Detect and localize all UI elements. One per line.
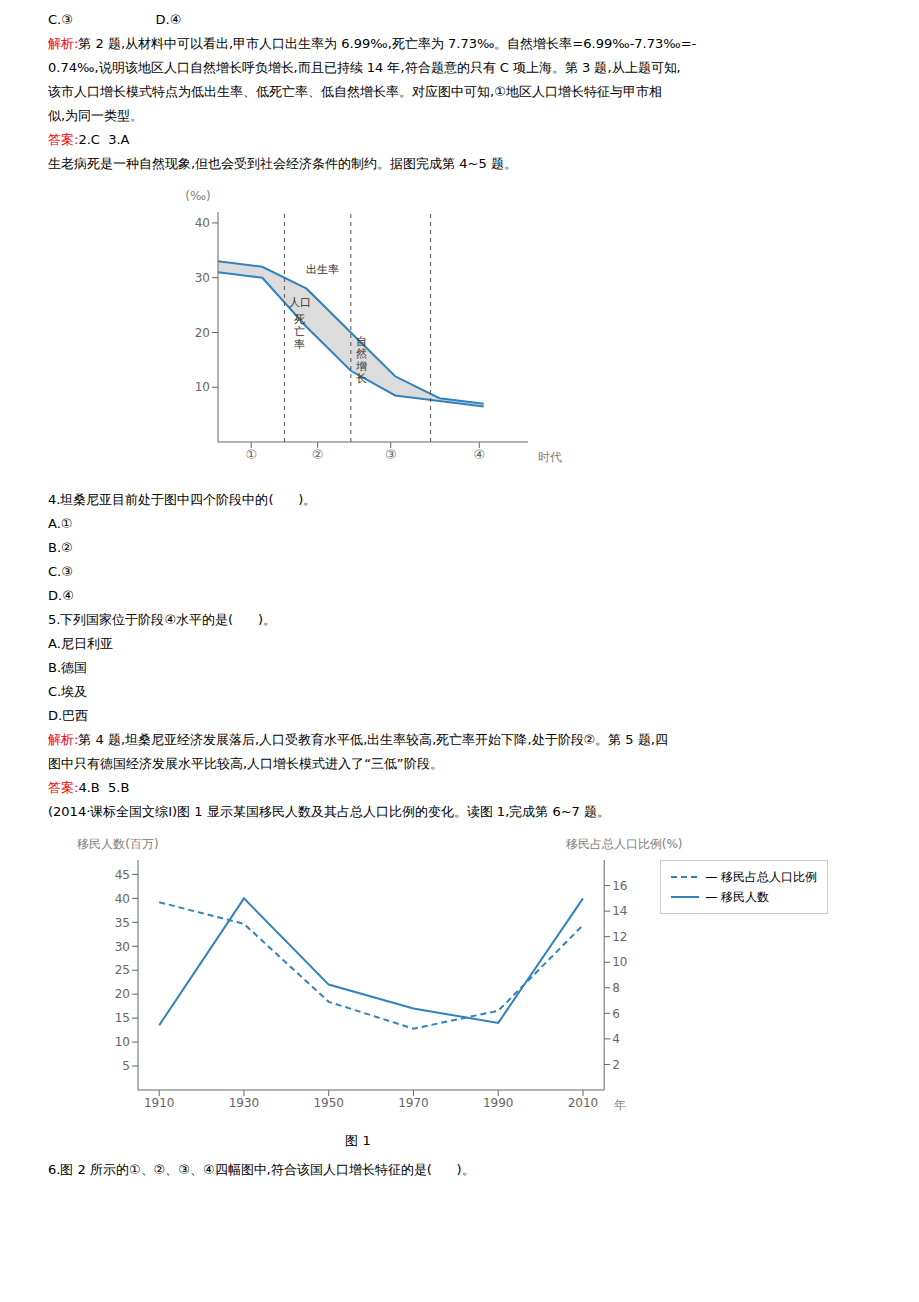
svg-text:人口: 人口 [289,296,311,309]
html-text:B.②: B.② [48,540,73,555]
svg-text:死: 死 [294,313,305,326]
svg-text:增: 增 [355,360,367,373]
svg-text:年: 年 [614,1098,626,1112]
html-text:6.图 2 所示的①、②、③、④四幅图中,符合该国人口增长特: 6.图 2 所示的①、②、③、④四幅图中,符合该国人口增长特征的是( )。 [48,1162,475,1177]
svg-text:10: 10 [115,1035,130,1049]
html-text:D.④: D.④ [48,588,74,603]
svg-text:移民占总人口比例(%): 移民占总人口比例(%) [566,837,683,851]
svg-text:12: 12 [612,930,627,944]
svg-text:(‰): (‰) [185,189,210,203]
html-text:A.①: A.① [48,516,73,531]
svg-text:④: ④ [473,447,485,462]
svg-text:长: 长 [356,372,367,385]
svg-text:25: 25 [115,963,130,977]
svg-text:35: 35 [115,916,130,930]
html-text:A.尼日利亚: A.尼日利亚 [48,636,113,651]
html-text:C.③ D.④: C.③ D.④ [48,12,182,27]
svg-text:10: 10 [612,955,627,969]
svg-text:45: 45 [115,868,130,882]
svg-text:40: 40 [195,216,210,230]
html-text:解析:第 2 题,从材料中可以看出,甲市人口出生率为 6.9: 解析:第 2 题,从材料中可以看出,甲市人口出生率为 6.99‰,死亡率为 7.… [48,36,697,51]
html-text:4.坦桑尼亚目前处于图中四个阶段中的( )。: 4.坦桑尼亚目前处于图中四个阶段中的( )。 [48,492,317,507]
svg-text:30: 30 [195,271,210,285]
html-text:0.74‰,说明该地区人口自然增长呼负增长,而且已持续 14: 0.74‰,说明该地区人口自然增长呼负增长,而且已持续 14 年,符合题意的只有… [48,60,681,75]
svg-text:1970: 1970 [398,1096,429,1110]
svg-text:8: 8 [612,981,620,995]
html-text:— 移民占总人口比例: — 移民占总人口比例 [705,870,817,884]
html-text:该市人口增长模式特点为低出生率、低死亡率、低自然增长率。对应: 该市人口增长模式特点为低出生率、低死亡率、低自然增长率。对应图中可知,①地区人口… [48,84,662,99]
html-text:5.下列国家位于阶段④水平的是( )。: 5.下列国家位于阶段④水平的是( )。 [48,612,276,627]
html-text:C.埃及: C.埃及 [48,684,88,699]
svg-text:14: 14 [612,904,627,918]
svg-text:亡: 亡 [294,325,305,338]
html-text:图 1: 图 1 [345,1133,371,1148]
html-text:图中只有德国经济发展水平比较高,人口增长模式进入了“三低”阶: 图中只有德国经济发展水平比较高,人口增长模式进入了“三低”阶段。 [48,756,443,771]
svg-text:自: 自 [356,335,367,348]
svg-text:16: 16 [612,879,627,893]
svg-text:①: ① [245,447,257,462]
html-text:生老病死是一种自然现象,但也会受到社会经济条件的制约。据图完: 生老病死是一种自然现象,但也会受到社会经济条件的制约。据图完成第 4~5 题。 [48,156,517,171]
svg-text:率: 率 [294,338,305,351]
svg-text:移民人数(百万): 移民人数(百万) [77,837,158,851]
svg-text:6: 6 [612,1007,620,1021]
svg-text:15: 15 [115,1011,130,1025]
html-text:B.德国: B.德国 [48,660,88,675]
svg-text:4: 4 [612,1032,620,1046]
html-text:解析:第 4 题,坦桑尼亚经济发展落后,人口受教育水平低,出: 解析:第 4 题,坦桑尼亚经济发展落后,人口受教育水平低,出生率较高,死亡率开始… [48,732,668,747]
svg-text:5: 5 [122,1059,130,1073]
svg-text:1910: 1910 [144,1096,175,1110]
svg-text:1990: 1990 [483,1096,514,1110]
svg-text:2010: 2010 [568,1096,599,1110]
html-text:D.巴西: D.巴西 [48,708,89,723]
html-text:答案: 4.B 5.B: 答案: 4.B 5.B [48,780,130,795]
svg-text:③: ③ [385,447,397,462]
html-text:答案: 2.C 3.A: 答案: 2.C 3.A [48,132,130,147]
svg-text:1950: 1950 [313,1096,344,1110]
svg-text:30: 30 [115,940,130,954]
svg-text:然: 然 [356,347,367,360]
html-text:C.③: C.③ [48,564,73,579]
svg-text:20: 20 [195,326,210,340]
html-text:似,为同一类型。: 似,为同一类型。 [48,108,144,123]
svg-text:1930: 1930 [229,1096,260,1110]
svg-text:20: 20 [115,987,130,1001]
svg-text:2: 2 [612,1058,620,1072]
html-text:— 移民人数: — 移民人数 [705,890,769,904]
svg-text:时代: 时代 [538,450,562,464]
svg-text:40: 40 [115,892,130,906]
svg-text:10: 10 [195,380,210,394]
html-text:(2014·课标全国文综Ⅰ)图 1 显示某国移民人数及其占总: (2014·课标全国文综Ⅰ)图 1 显示某国移民人数及其占总人口比例的变化。读图… [48,804,610,819]
svg-text:出生率: 出生率 [306,263,339,276]
svg-text:②: ② [312,447,324,462]
